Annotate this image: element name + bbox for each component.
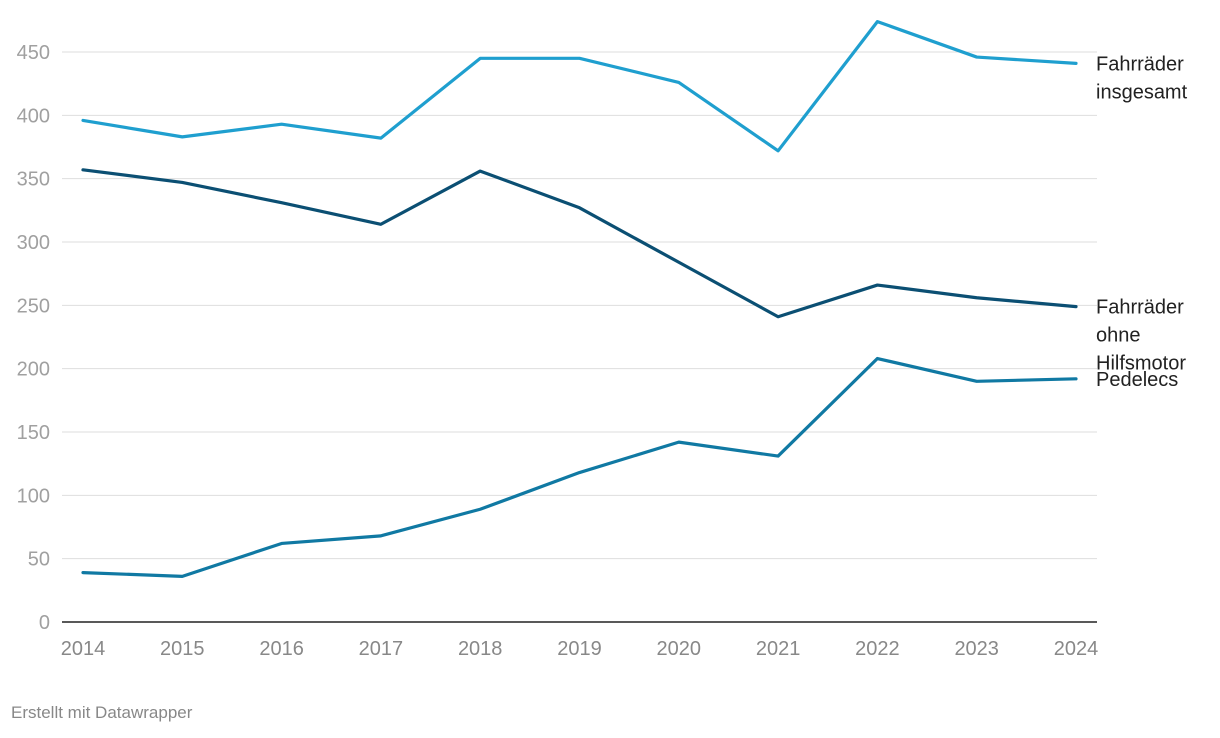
- y-tick-labels: 0 50 100 150 200 250 300 350 400 450: [17, 42, 50, 634]
- y-tick-label: 300: [17, 232, 50, 254]
- series-1: Fahrräder insgesamt: [81, 20, 1188, 153]
- series-2: Fahrräder ohne Hilfsmotor: [81, 168, 1186, 375]
- x-tick-label: 2024: [1054, 638, 1099, 660]
- y-tick-label: 150: [17, 422, 50, 444]
- series-label-line: Fahrräder: [1096, 297, 1184, 319]
- series-label: Fahrräder ohne Hilfsmotor: [1096, 297, 1186, 375]
- y-tick-label: 0: [39, 612, 50, 634]
- series-label: Pedelecs: [1096, 369, 1178, 391]
- y-tick-label: 400: [17, 105, 50, 127]
- x-tick-label: 2020: [657, 638, 702, 660]
- y-tick-label: 450: [17, 42, 50, 64]
- series-label-line: ohne: [1096, 325, 1141, 347]
- x-tick-label: 2017: [359, 638, 404, 660]
- x-tick-label: 2018: [458, 638, 503, 660]
- series-line: [81, 168, 1078, 319]
- series-line: [81, 356, 1078, 579]
- x-tick-label: 2016: [259, 638, 304, 660]
- series-label-line: Pedelecs: [1096, 369, 1178, 391]
- credit-text: Erstellt mit Datawrapper: [11, 703, 193, 722]
- y-tick-label: 250: [17, 295, 50, 317]
- series-label-line: insgesamt: [1096, 81, 1188, 103]
- y-tick-label: 100: [17, 485, 50, 507]
- y-tick-label: 350: [17, 169, 50, 191]
- series-line: [81, 20, 1078, 153]
- x-tick-labels: 2014 2015 2016 2017 2018 2019 2020 2021 2022 2023…: [61, 638, 1099, 660]
- series-label-line: Hilfsmotor: [1096, 353, 1186, 375]
- x-tick-label: 2021: [756, 638, 801, 660]
- x-tick-label: 2022: [855, 638, 900, 660]
- y-tick-label: 50: [28, 549, 50, 571]
- y-gridlines: [62, 51, 1097, 560]
- series-label-line: Fahrräder: [1096, 53, 1184, 75]
- series-label: Fahrräder insgesamt: [1096, 53, 1188, 103]
- x-tick-label: 2014: [61, 638, 106, 660]
- series-3: Pedelecs: [81, 356, 1178, 579]
- x-tick-label: 2015: [160, 638, 205, 660]
- x-tick-label: 2019: [557, 638, 602, 660]
- y-tick-label: 200: [17, 359, 50, 381]
- x-tick-label: 2023: [954, 638, 999, 660]
